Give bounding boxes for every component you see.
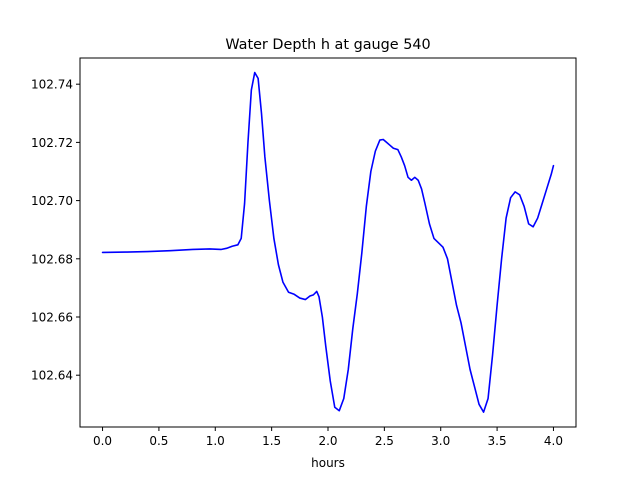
x-tick-label: 2.5 (375, 434, 394, 448)
series-line-water-depth (101, 71, 555, 413)
x-tick-label: 2.0 (318, 434, 337, 448)
y-tick-label: 102.74 (31, 78, 73, 92)
x-tick-label: 0.5 (149, 434, 168, 448)
y-tick-label: 102.72 (31, 136, 73, 150)
y-tick-label: 102.70 (31, 194, 73, 208)
x-axis: 0.0 0.5 1.0 1.5 2.0 2.5 3.0 3.5 4.0 (93, 427, 563, 448)
y-tick-label: 102.64 (31, 369, 73, 383)
chart-title: Water Depth h at gauge 540 (225, 37, 430, 53)
x-tick-label: 1.0 (206, 434, 225, 448)
x-tick-label: 3.0 (431, 434, 450, 448)
y-tick-label: 102.66 (31, 310, 73, 324)
x-tick-label: 1.5 (262, 434, 281, 448)
x-axis-label: hours (311, 456, 345, 470)
y-tick-label: 102.68 (31, 252, 73, 266)
x-tick-label: 0.0 (93, 434, 112, 448)
x-tick-label: 3.5 (488, 434, 507, 448)
x-tick-label: 4.0 (544, 434, 563, 448)
y-axis: 102.64 102.66 102.68 102.70 102.72 102.74 (31, 78, 80, 383)
